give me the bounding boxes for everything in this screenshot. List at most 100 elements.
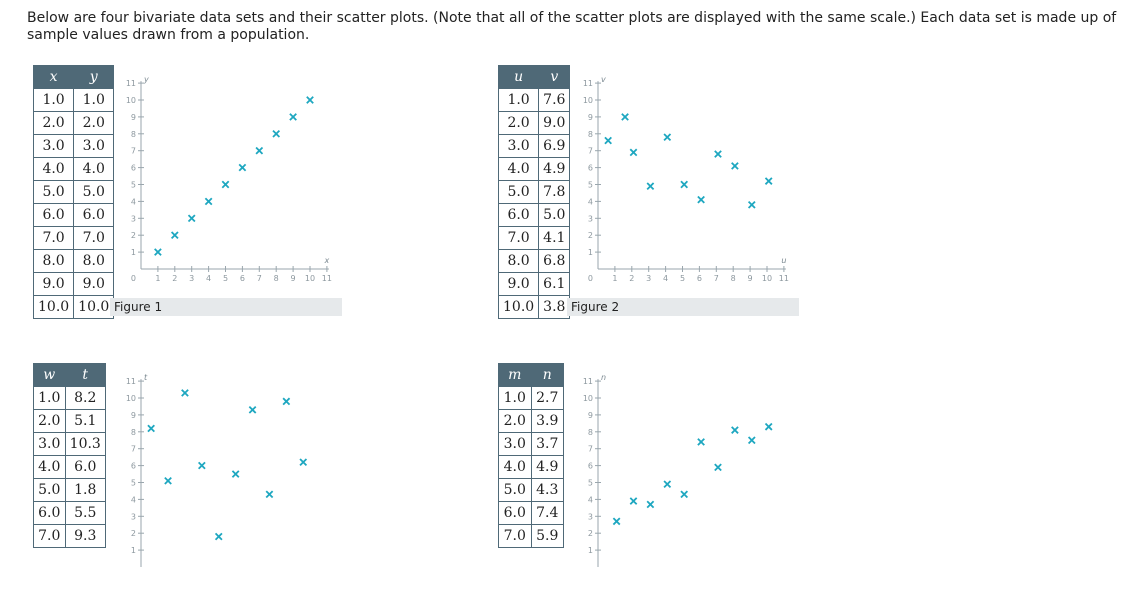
point-stroke xyxy=(731,426,739,434)
scatter-point xyxy=(629,497,638,505)
table-cell: 10.3 xyxy=(64,432,106,456)
data-panel-3: w t 1.0 8.2 2.0 5.1 3.0 10.3 4.0 6.0 5.0 1.8 … xyxy=(33,363,343,567)
point-stroke xyxy=(272,129,281,138)
table-cell: 1.0 xyxy=(73,88,115,112)
x-tick-label: 3 xyxy=(646,274,651,283)
data-panel-2: u v 1.0 7.6 2.0 9.0 3.0 6.9 4.0 4.9 5.0 7.8 6… xyxy=(497,65,800,319)
table-row: 5.0 5.0 xyxy=(32,180,115,204)
table-row: 7.0 5.9 xyxy=(498,524,564,548)
point-stroke xyxy=(646,182,655,191)
point-stroke xyxy=(680,490,689,499)
column-header-n: n xyxy=(530,363,564,387)
table-cell: 5.0 xyxy=(32,180,75,204)
y-axis-label: n xyxy=(601,373,606,382)
scatter-point xyxy=(621,113,629,121)
scatter-point xyxy=(646,500,655,509)
column-header-v: v xyxy=(538,65,571,89)
scatter-point xyxy=(282,397,291,406)
point-stroke xyxy=(154,248,162,256)
y-tick-label: 1 xyxy=(131,546,136,555)
table-cell: 4.0 xyxy=(33,455,66,479)
table-row: 10.0 10.0 xyxy=(32,295,115,319)
point-stroke xyxy=(282,397,291,406)
scatter-point xyxy=(154,248,162,256)
scatter-point xyxy=(731,426,739,434)
table-row: 6.0 5.5 xyxy=(33,501,106,525)
table-row: 4.0 4.0 xyxy=(32,157,115,181)
x-tick-label: 11 xyxy=(779,274,789,283)
table-row: 3.0 10.3 xyxy=(33,432,106,456)
table-cell: 7.6 xyxy=(538,88,571,112)
scatter-point xyxy=(629,148,638,157)
point-stroke xyxy=(248,405,257,414)
point-stroke xyxy=(204,197,213,206)
x-tick-label: 9 xyxy=(748,274,753,283)
point-stroke xyxy=(170,231,179,240)
table-header-row: u v xyxy=(497,65,571,89)
scatter-point xyxy=(764,177,773,185)
point-stroke xyxy=(697,195,705,204)
table-row: 2.0 9.0 xyxy=(497,111,571,135)
scatter-point xyxy=(181,389,189,397)
scatter-point xyxy=(255,146,264,155)
table-row: 9.0 6.1 xyxy=(497,272,571,296)
y-tick-label: 1 xyxy=(588,248,593,257)
table-cell: 4.3 xyxy=(530,478,564,502)
table-row: 3.0 3.0 xyxy=(32,134,115,158)
table-cell: 9.3 xyxy=(64,524,106,548)
point-stroke xyxy=(612,517,621,526)
point-stroke xyxy=(747,200,756,209)
x-axis-label: x xyxy=(324,256,330,265)
x-tick-label: 2 xyxy=(172,274,177,283)
table-cell: 4.0 xyxy=(498,455,532,479)
y-tick-label: 5 xyxy=(131,479,136,488)
point-stroke xyxy=(255,146,264,155)
y-axis-label: v xyxy=(601,75,606,84)
scatter-plot-3: t 1 2 3 4 5 6 7 8 9 10 11 xyxy=(126,373,308,567)
table-cell: 5.0 xyxy=(33,478,66,502)
x-tick-label: 9 xyxy=(291,274,296,283)
y-tick-label: 1 xyxy=(131,248,136,257)
table-cell: 5.5 xyxy=(64,501,106,525)
table-cell: 6.0 xyxy=(498,501,532,525)
table-row: 2.0 3.9 xyxy=(498,409,564,433)
scatter-point xyxy=(764,422,773,431)
table-row: 10.0 3.8 xyxy=(497,295,571,319)
scatter-point xyxy=(238,163,247,172)
data-table-4: m n 1.0 2.7 2.0 3.9 3.0 3.7 4.0 4.9 5.0 4.3 6… xyxy=(498,363,564,548)
scatter-point xyxy=(714,463,722,472)
table-cell: 3.8 xyxy=(538,295,571,319)
table-row: 8.0 8.0 xyxy=(32,249,115,273)
scatter-point xyxy=(612,517,621,526)
table-cell: 9.0 xyxy=(497,272,540,296)
x-tick-label: 10 xyxy=(305,274,315,283)
point-stroke xyxy=(714,463,722,472)
y-tick-label: 8 xyxy=(588,130,593,139)
table-cell: 4.0 xyxy=(497,157,540,181)
table-cell: 3.0 xyxy=(33,432,66,456)
table-header-row: m n xyxy=(498,363,564,387)
point-stroke xyxy=(299,458,308,467)
table-row: 6.0 6.0 xyxy=(32,203,115,227)
y-tick-label: 2 xyxy=(588,231,593,240)
table-cell: 8.2 xyxy=(64,386,106,410)
table-cell: 1.0 xyxy=(497,88,540,112)
table-cell: 7.0 xyxy=(498,524,532,548)
point-stroke xyxy=(646,500,655,509)
x-tick-label: 1 xyxy=(155,274,160,283)
table-row: 7.0 4.1 xyxy=(497,226,571,250)
table-header-row: w t xyxy=(33,363,106,387)
table-row: 7.0 9.3 xyxy=(33,524,106,548)
y-tick-label: 5 xyxy=(588,181,593,190)
point-stroke xyxy=(231,470,240,478)
table-cell: 4.9 xyxy=(530,455,564,479)
point-stroke xyxy=(714,150,722,158)
table-cell: 5.0 xyxy=(538,203,571,227)
table-cell: 7.0 xyxy=(32,226,75,250)
table-row: 6.0 5.0 xyxy=(497,203,571,227)
intro-text: Below are four bivariate data sets and t… xyxy=(27,10,1117,43)
y-tick-label: 7 xyxy=(131,147,136,156)
table-cell: 1.0 xyxy=(32,88,75,112)
y-tick-label: 3 xyxy=(131,512,136,521)
scatter-point xyxy=(306,96,314,104)
